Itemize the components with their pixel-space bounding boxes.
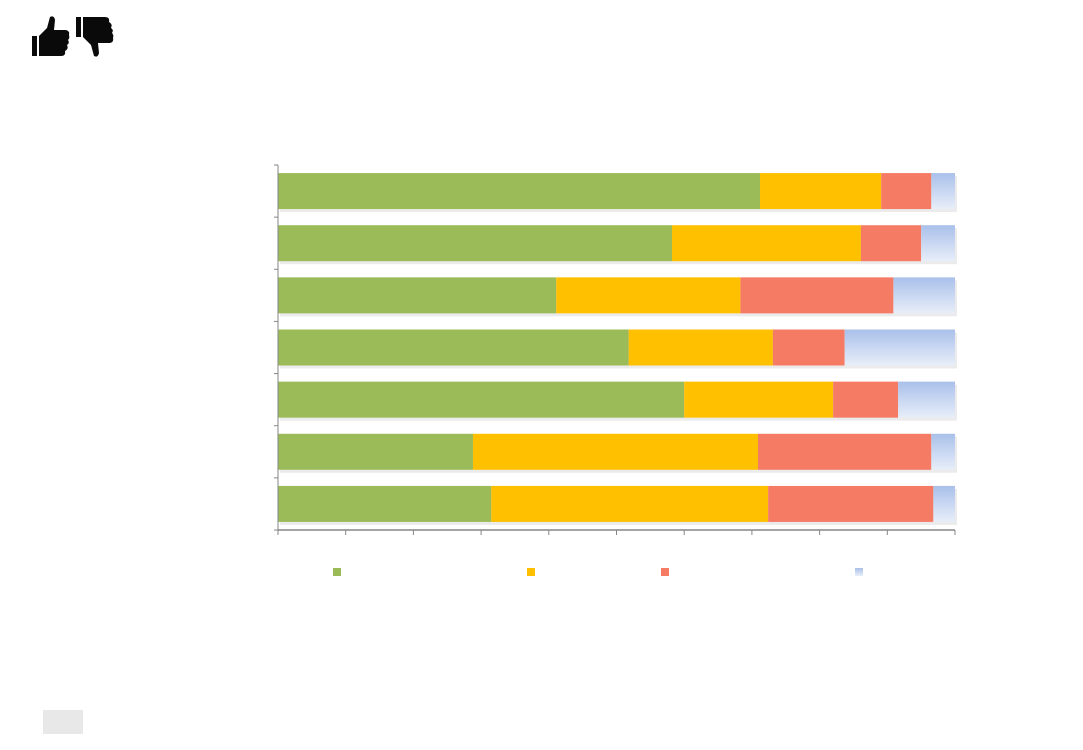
bar-segment-2-3 [893,277,955,314]
bar-segment-1-3 [921,225,955,262]
legend-swatch-0 [333,568,341,576]
bar-segment-1-0 [278,225,673,262]
bar-segment-4-3 [898,381,955,418]
bar-segment-6-0 [278,485,492,522]
bar-segment-5-3 [931,433,955,470]
bar-segment-3-3 [844,329,955,366]
bar-segment-6-1 [491,485,769,522]
bar-segment-3-0 [278,329,629,366]
thumbs-icons [30,14,114,60]
bar-segment-6-3 [933,485,955,522]
bar-segment-0-2 [881,173,932,210]
bar-segment-1-1 [672,225,861,262]
bar-segment-3-1 [628,329,773,366]
bar-segment-1-2 [860,225,922,262]
bar-segment-5-0 [278,433,473,470]
thumbs-down-icon [76,17,114,57]
bar-segment-4-2 [833,381,899,418]
bar-segment-2-1 [556,277,741,314]
footer-placeholder [43,710,83,734]
legend-swatch-2 [661,568,669,576]
legend [333,568,863,576]
bar-segment-0-0 [278,173,761,210]
bar-segment-5-1 [472,433,758,470]
legend-swatch-1 [527,568,535,576]
bar-segment-2-0 [278,277,557,314]
bar-segment-2-2 [740,277,894,314]
bar-segment-0-3 [931,173,955,210]
bar-segment-0-1 [760,173,882,210]
bar-segment-4-1 [684,381,834,418]
legend-swatch-3 [855,568,863,576]
bar-segment-6-2 [768,485,934,522]
axes [274,164,956,535]
bars [278,173,957,525]
bar-segment-3-2 [772,329,845,366]
bar-segment-5-2 [757,433,932,470]
bar-segment-4-0 [278,381,685,418]
thumbs-up-icon [32,16,70,56]
